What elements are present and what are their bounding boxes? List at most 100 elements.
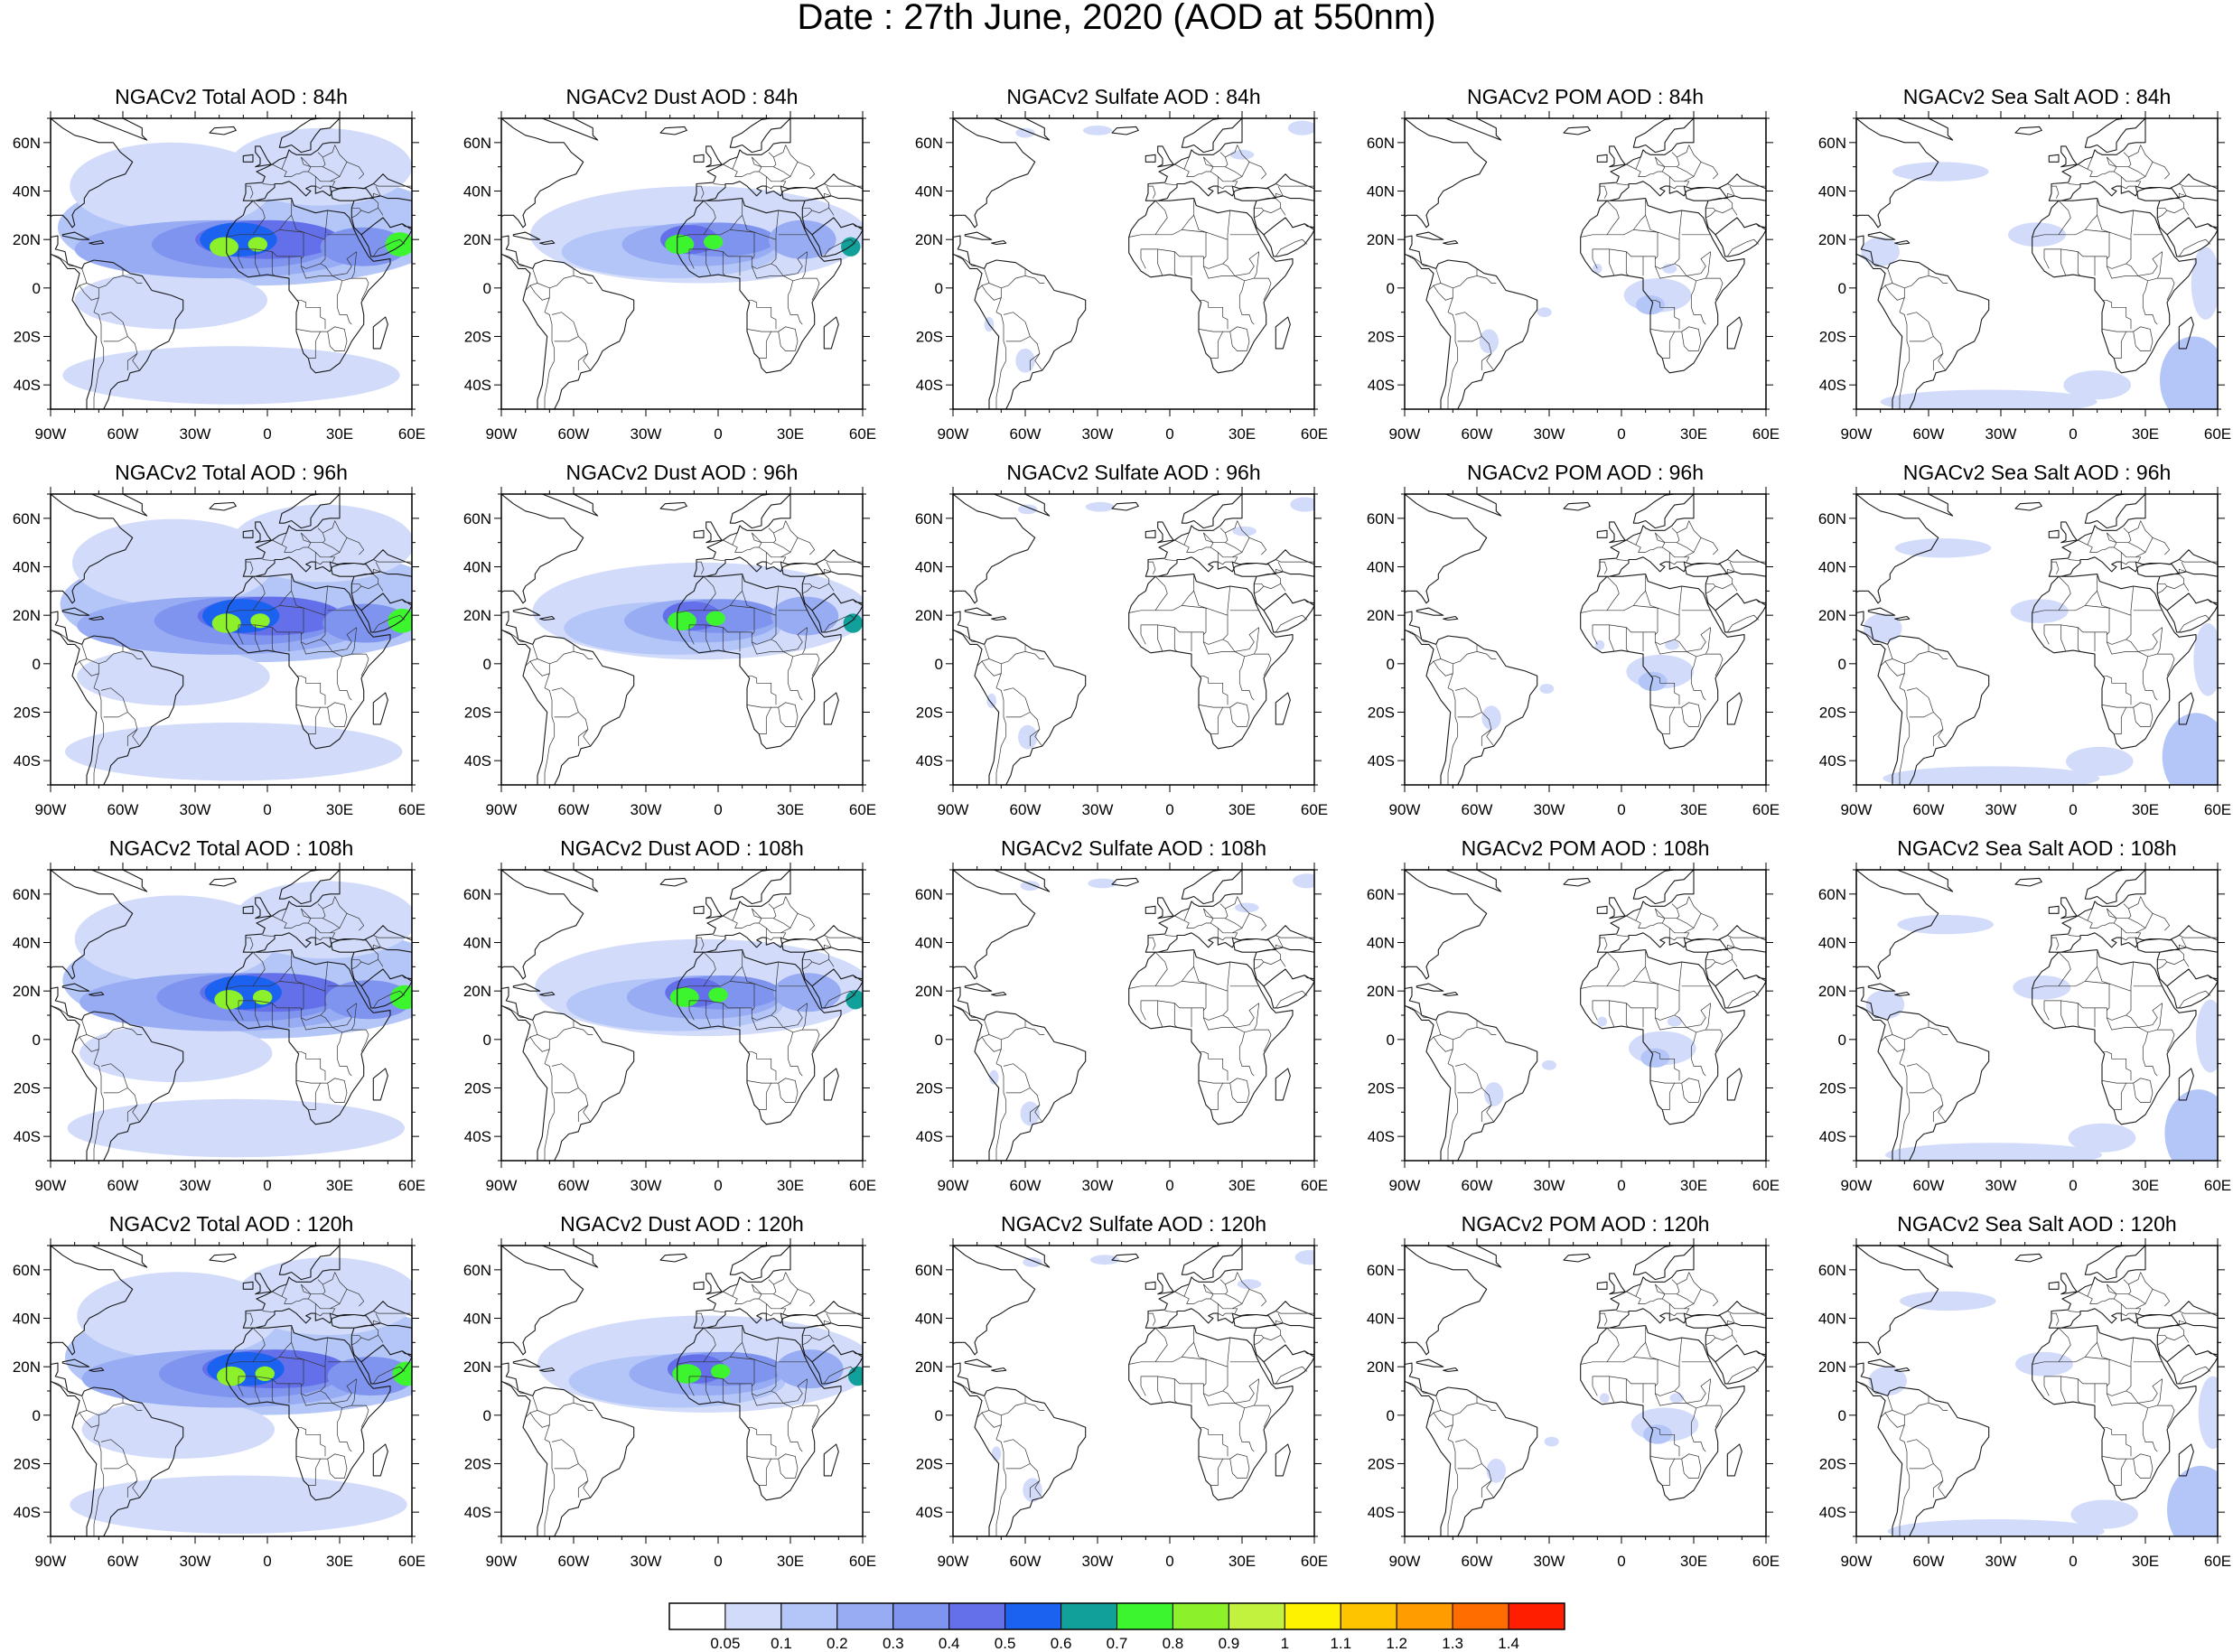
y-tick-label: 20N — [463, 1358, 491, 1376]
y-tick-label: 0 — [483, 1031, 491, 1049]
panel-title: NGACv2 POM AOD : 96h — [1467, 461, 1704, 484]
aod-field-area — [1083, 126, 1112, 135]
x-tick-label: 30E — [1680, 1553, 1707, 1570]
aod-field-area — [1023, 1257, 1042, 1267]
country-borders — [1856, 1272, 2218, 1536]
x-tick-label: 60E — [398, 801, 425, 818]
colorbar-swatch — [668, 1602, 726, 1630]
aod-field-area — [2160, 336, 2218, 409]
x-tick-label: 30E — [777, 1177, 804, 1194]
map-background — [953, 494, 1314, 785]
y-tick-label: 0 — [33, 1407, 41, 1424]
map-background — [1856, 494, 2218, 785]
y-tick-label: 40N — [915, 1311, 943, 1328]
aod-field-area — [214, 990, 244, 1010]
x-tick-label: 30W — [1082, 425, 1114, 443]
map-background — [953, 870, 1314, 1161]
x-tick-label: 0 — [1165, 425, 1173, 443]
y-tick-label: 20S — [464, 329, 491, 346]
country-borders — [51, 520, 412, 785]
y-tick-label: 40S — [464, 752, 491, 770]
x-tick-label: 30W — [180, 801, 211, 818]
panel-sulfate-108h: NGACv2 Sulfate AOD : 108h 90W 60W 30W 0 30E 60… — [915, 836, 1328, 1194]
x-tick-label: 30E — [1229, 425, 1256, 443]
map-background — [953, 1246, 1314, 1536]
aod-field-area — [1290, 497, 1314, 512]
panel-pom-96h: NGACv2 POM AOD : 96h 90W 60W 30W 0 30E 60E 60N 4… — [1367, 461, 1780, 818]
aod-field-area — [1018, 724, 1038, 750]
x-tick-label: 60E — [398, 1553, 425, 1570]
panel-pom-108h: NGACv2 POM AOD : 108h 90W 60W 30W 0 30E 60E 60N… — [1367, 836, 1780, 1194]
panel-dust-96h: NGACv2 Dust AOD : 96h 90W 60W 30W 0 30E 60E 60N… — [463, 461, 876, 818]
y-tick-label: 40S — [1368, 1128, 1395, 1145]
x-tick-label: 30E — [326, 1553, 353, 1570]
y-tick-label: 60N — [1818, 886, 1846, 903]
aod-field-area — [1667, 1016, 1682, 1027]
panel-title: NGACv2 POM AOD : 84h — [1467, 85, 1704, 108]
y-tick-label: 0 — [483, 280, 491, 297]
aod-field-area — [1636, 294, 1665, 315]
aod-field-area — [1665, 639, 1679, 650]
panel-seasalt-108h: NGACv2 Sea Salt AOD : 108h 90W 60W 30W 0 30E 6… — [1818, 836, 2231, 1194]
y-tick-label: 0 — [33, 280, 41, 297]
aod-field-area — [1885, 1143, 2102, 1161]
panel-title: NGACv2 Dust AOD : 84h — [566, 85, 799, 108]
y-tick-label: 40S — [1368, 1504, 1395, 1521]
colorbar-swatch — [1284, 1602, 1341, 1630]
aod-field-area — [2070, 1499, 2138, 1529]
aod-field-area — [2013, 975, 2071, 1000]
x-tick-label: 0 — [1165, 1553, 1173, 1570]
y-tick-label: 20S — [1368, 1080, 1395, 1097]
country-borders — [51, 1272, 412, 1536]
panel-pom-120h: NGACv2 POM AOD : 120h 90W 60W 30W 0 30E 60E 60N… — [1367, 1212, 1780, 1570]
aod-field-area — [665, 234, 695, 255]
country-borders — [1856, 896, 2218, 1161]
x-tick-label: 0 — [2069, 801, 2077, 818]
country-borders — [501, 896, 863, 1161]
aod-field-area — [210, 237, 238, 257]
y-tick-label: 40S — [14, 752, 41, 770]
x-tick-label: 30W — [180, 425, 211, 443]
aod-field-area — [846, 990, 863, 1010]
y-tick-label: 20S — [14, 705, 41, 722]
colorbar-label: 0.3 — [883, 1635, 904, 1652]
y-tick-label: 20N — [13, 983, 41, 1000]
colorbar-swatch — [724, 1602, 782, 1630]
country-borders — [1405, 520, 1766, 785]
x-tick-label: 60W — [558, 1553, 590, 1570]
map-background — [1856, 870, 2218, 1161]
aod-field-area — [322, 603, 410, 643]
colorbar-label: 0.5 — [995, 1635, 1016, 1652]
aod-field-area — [1484, 1082, 1504, 1106]
y-tick-label: 40N — [1367, 935, 1395, 952]
x-tick-label: 90W — [486, 801, 518, 818]
x-tick-label: 60E — [849, 801, 876, 818]
x-tick-label: 0 — [714, 801, 722, 818]
aod-field-area — [1481, 705, 1501, 731]
y-tick-label: 60N — [463, 1262, 491, 1279]
aod-field-area — [1539, 684, 1555, 694]
x-tick-label: 90W — [486, 1553, 518, 1570]
y-tick-label: 0 — [935, 1031, 943, 1049]
y-tick-label: 20S — [1368, 705, 1395, 722]
aod-field-area — [769, 219, 836, 259]
y-tick-label: 20S — [1819, 1456, 1846, 1473]
colorbar-swatch — [1396, 1602, 1453, 1630]
country-borders — [501, 145, 863, 409]
aod-field-area — [2198, 1376, 2218, 1450]
colorbar-label: 1.2 — [1386, 1635, 1407, 1652]
aod-field-area — [385, 232, 412, 257]
y-tick-label: 20N — [1367, 231, 1395, 248]
panel-title: NGACv2 Dust AOD : 120h — [560, 1212, 804, 1236]
aod-field-area — [1861, 237, 1900, 266]
y-tick-label: 20N — [915, 231, 943, 248]
x-tick-label: 90W — [35, 801, 67, 818]
colorbar-label: 0.05 — [710, 1635, 740, 1652]
y-tick-label: 40N — [1367, 559, 1395, 576]
x-tick-label: 30E — [326, 801, 353, 818]
aod-field-area — [841, 237, 861, 257]
aod-field-area — [253, 990, 273, 1005]
aod-field-area — [1900, 1291, 1996, 1311]
y-tick-label: 20S — [14, 329, 41, 346]
y-tick-label: 20N — [1818, 607, 1846, 624]
